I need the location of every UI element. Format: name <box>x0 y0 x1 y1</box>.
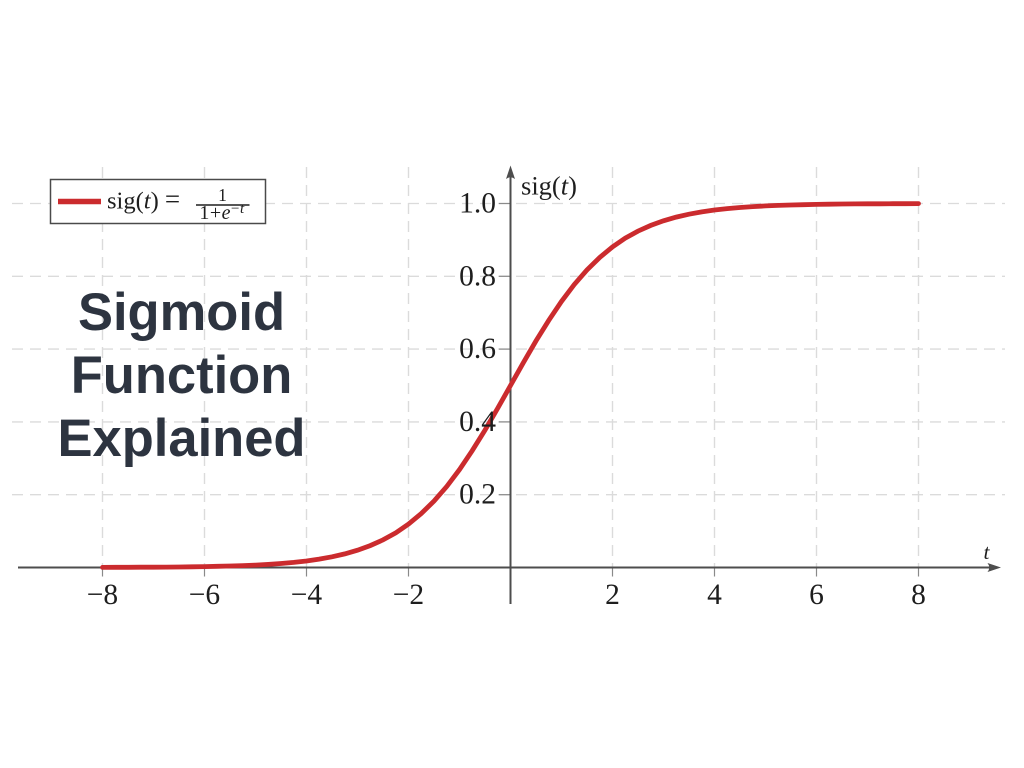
svg-text:−4: −4 <box>291 579 323 611</box>
svg-text:0.4: 0.4 <box>459 406 496 438</box>
svg-text:0.6: 0.6 <box>459 333 496 365</box>
svg-text:=: = <box>165 184 180 214</box>
svg-text:1: 1 <box>218 185 227 205</box>
svg-text:6: 6 <box>809 579 824 611</box>
svg-text:−8: −8 <box>87 579 118 611</box>
svg-text:Sigmoid: Sigmoid <box>78 283 285 342</box>
svg-text:t: t <box>984 540 991 564</box>
svg-text:−6: −6 <box>189 579 220 611</box>
svg-text:sig(t): sig(t) <box>107 188 159 215</box>
svg-text:0.8: 0.8 <box>459 260 496 292</box>
svg-text:1.0: 1.0 <box>459 188 496 220</box>
svg-text:sig(t): sig(t) <box>521 171 577 201</box>
svg-text:Function: Function <box>71 346 293 405</box>
svg-text:4: 4 <box>707 579 722 611</box>
svg-text:−2: −2 <box>393 579 424 611</box>
svg-text:Explained: Explained <box>58 409 306 468</box>
svg-text:2: 2 <box>605 579 620 611</box>
svg-text:0.2: 0.2 <box>459 479 496 511</box>
svg-text:8: 8 <box>911 579 926 611</box>
